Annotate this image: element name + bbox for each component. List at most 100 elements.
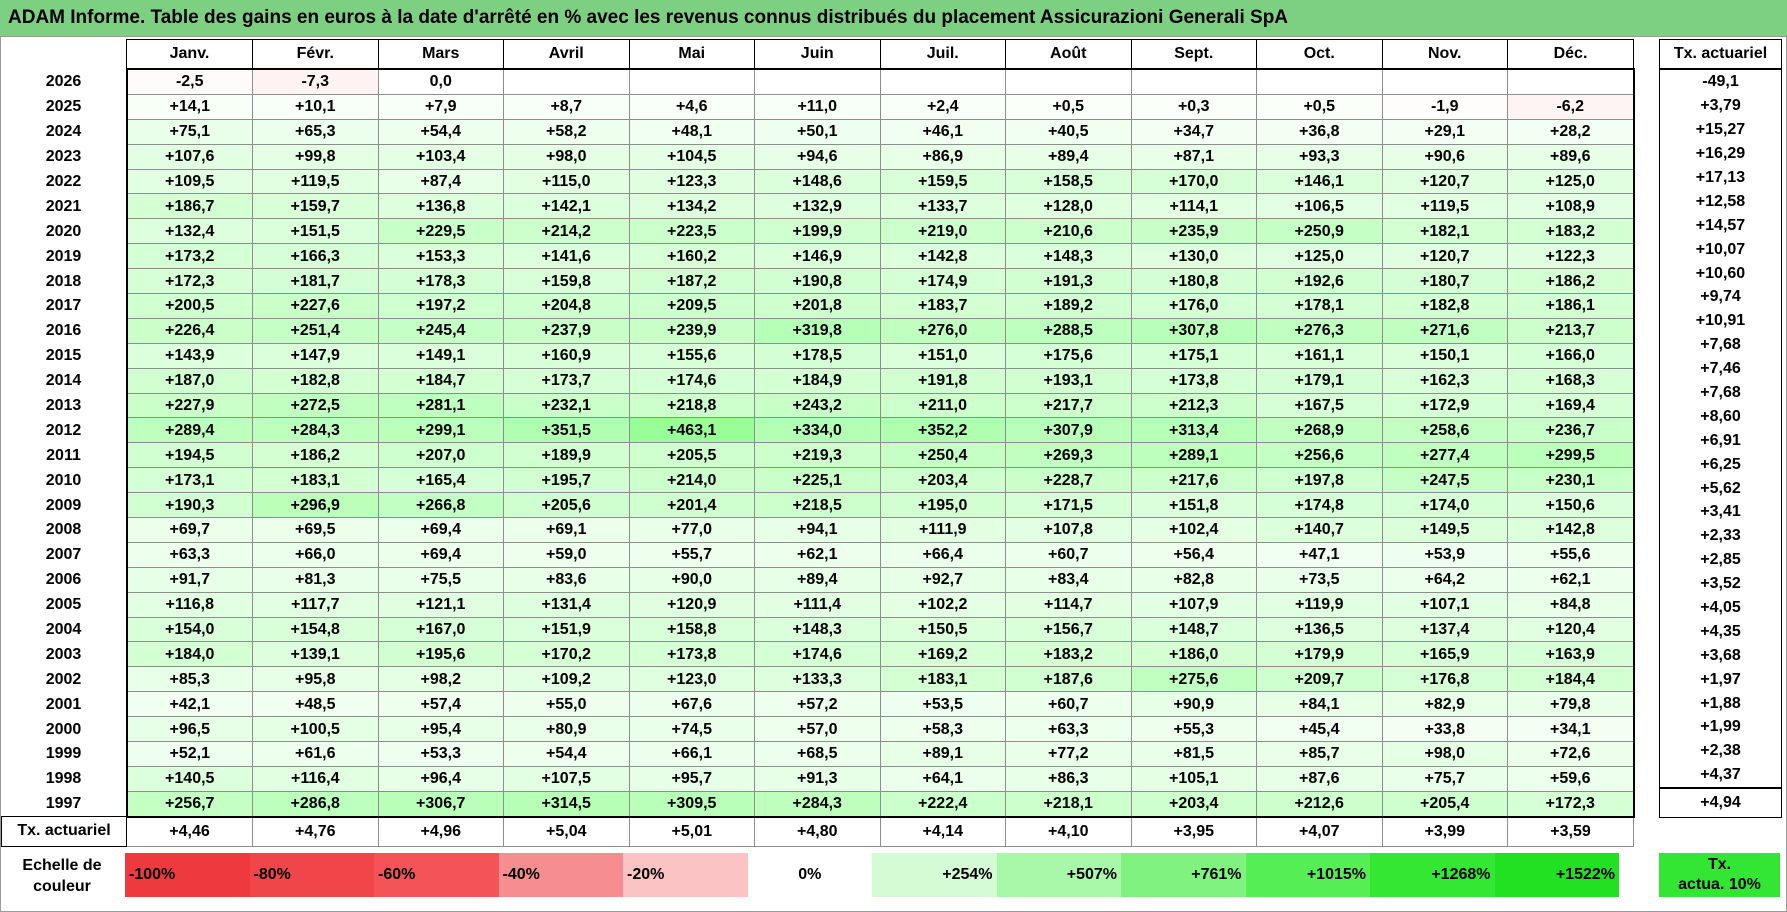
gain-cell: +205,5: [628, 442, 755, 469]
gain-cell: +201,8: [754, 293, 881, 319]
gain-cell: +14,1: [125, 93, 253, 120]
gain-cell: [1130, 67, 1257, 95]
gain-cell: +203,4: [879, 467, 1006, 494]
gain-cell: +52,1: [125, 741, 253, 767]
gain-cell: +64,1: [879, 765, 1006, 792]
year-label: 1999: [45, 745, 82, 763]
gain-cell: +271,6: [1381, 317, 1508, 344]
gain-cell: +178,5: [754, 342, 881, 369]
gain-cell: +212,6: [1256, 790, 1383, 818]
gain-cell: +132,4: [125, 218, 253, 245]
gain-cell: +10,1: [252, 93, 379, 120]
gain-cell: +55,3: [1130, 716, 1257, 743]
gain-cell: +82,8: [1130, 566, 1257, 593]
gain-cell: +175,6: [1005, 342, 1132, 369]
gain-cell: +133,3: [754, 666, 881, 693]
gain-cell: +36,8: [1256, 118, 1383, 145]
gain-cell: +200,5: [125, 293, 253, 319]
gain-cell: [1256, 67, 1383, 95]
table-row: 2004 +154,0 +154,8 +167,0 +151,9 +158,8 +148,3…: [2, 616, 1635, 643]
table-row: 2026 -2,5 -7,3 0,0: [2, 67, 1635, 95]
year-label: 2011: [46, 446, 81, 464]
year-label: 2020: [45, 222, 82, 240]
gain-cell: +119,5: [252, 168, 379, 195]
table-row: 2010 +173,1 +183,1 +165,4 +195,7 +214,0 +225,1…: [2, 467, 1635, 494]
gain-cell: +165,4: [377, 467, 504, 494]
actuarial-rate-row: +2,38: [1659, 738, 1782, 763]
gain-cell: +54,4: [377, 118, 504, 145]
gain-cell: +140,7: [1256, 517, 1383, 543]
year-label: 2025: [45, 98, 82, 116]
year-label: 2014: [45, 372, 82, 390]
gain-cell: +46,1: [879, 118, 1006, 145]
gain-cell: +142,8: [1507, 517, 1635, 543]
month-header: Janv.: [126, 39, 253, 70]
gain-cell: +69,1: [503, 517, 630, 543]
year-label: 2022: [45, 173, 82, 190]
gain-cell: +53,5: [879, 691, 1006, 718]
gain-cell: +8,7: [503, 93, 630, 120]
gain-cell: +199,9: [754, 218, 881, 245]
gain-cell: +116,4: [252, 765, 379, 792]
gain-cell: +63,3: [1005, 716, 1132, 743]
gain-cell: +121,1: [377, 591, 504, 618]
month-header: Déc.: [1507, 39, 1634, 70]
gain-cell: +75,5: [377, 566, 504, 593]
gain-cell: +93,3: [1256, 143, 1383, 170]
gain-cell: +183,1: [252, 467, 379, 494]
gain-cell: +150,5: [879, 616, 1006, 643]
gain-cell: +111,9: [879, 517, 1006, 543]
actuarial-rate-swatch: Tx. actua. 10%: [1659, 853, 1780, 897]
gain-cell: +174,8: [1256, 492, 1383, 519]
gain-cell: +272,5: [252, 392, 379, 419]
gain-cell: +89,4: [754, 566, 881, 593]
gain-cell: +122,3: [1507, 243, 1635, 270]
gain-cell: +218,5: [754, 492, 881, 519]
gain-cell: +86,3: [1005, 765, 1132, 792]
gain-cell: +146,1: [1256, 168, 1383, 195]
gain-cell: +306,7: [377, 790, 504, 818]
gain-cell: +299,5: [1507, 442, 1635, 469]
gain-cell: +160,2: [628, 243, 755, 270]
gain-cell: +276,0: [879, 317, 1006, 344]
gain-cell: +120,9: [628, 591, 755, 618]
actuarial-rate-row: +7,68: [1659, 332, 1782, 357]
gain-cell: +174,0: [1381, 492, 1508, 519]
gain-cell: +149,5: [1381, 517, 1508, 543]
gain-cell: +192,6: [1256, 268, 1383, 295]
gain-cell: +155,6: [628, 342, 755, 369]
gain-cell: +68,5: [754, 741, 881, 767]
gain-cell: +266,8: [377, 492, 504, 519]
gain-cell: +299,1: [377, 417, 504, 444]
color-scale-swatch: -20%: [623, 853, 748, 897]
gain-cell: +182,1: [1381, 218, 1508, 245]
gain-cell: +174,9: [879, 268, 1006, 295]
month-header: Nov.: [1381, 39, 1508, 70]
gain-cell: +225,1: [754, 467, 881, 494]
year-label: 1997: [45, 795, 82, 813]
gain-cell: +153,3: [377, 243, 504, 270]
color-scale-swatch: +1522%: [1494, 853, 1619, 897]
actuarial-rate-row: +9,74: [1659, 285, 1782, 309]
color-scale-label-line1: Echelle de: [22, 857, 102, 874]
gain-cell: +148,3: [1005, 243, 1132, 270]
gain-cell: +59,0: [503, 541, 630, 568]
gain-cell: +235,9: [1130, 218, 1257, 245]
table-row: 2013 +227,9 +272,5 +281,1 +232,1 +218,8 +243,2…: [2, 392, 1635, 419]
gain-cell: +55,0: [503, 691, 630, 718]
gain-cell: +84,8: [1507, 591, 1635, 618]
gain-cell: +134,2: [628, 193, 755, 220]
gain-cell: +86,9: [879, 143, 1006, 170]
gain-cell: +131,4: [503, 591, 630, 618]
gain-cell: +352,2: [879, 417, 1006, 444]
gain-cell: +219,0: [879, 218, 1006, 245]
gain-cell: +42,1: [125, 691, 253, 718]
actuarial-rate-cell: +1,99: [1659, 715, 1782, 739]
gain-cell: +67,6: [628, 691, 755, 718]
actuarial-rate-cell: +6,25: [1659, 452, 1782, 477]
gain-cell: +48,5: [252, 691, 379, 718]
actuarial-rate-table: Tx. actuariel -49,1 +3,79 +15,27 +16,29 +17,…: [1659, 39, 1782, 818]
gain-cell: +227,6: [252, 293, 379, 319]
gain-cell: +125,0: [1507, 168, 1635, 195]
gain-cell: +245,4: [377, 317, 504, 344]
